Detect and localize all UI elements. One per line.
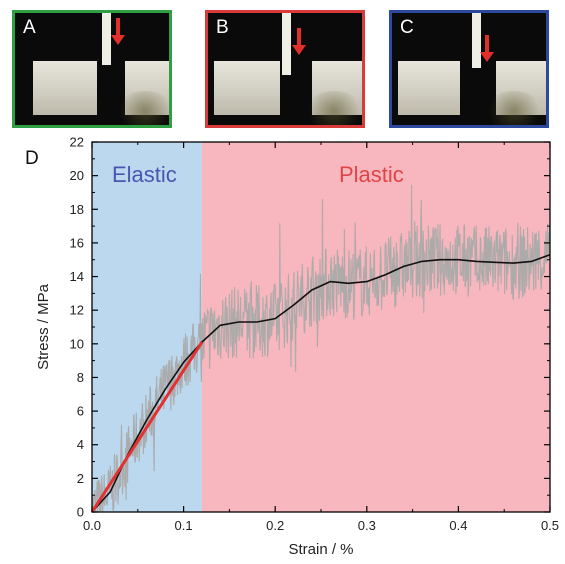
raw-data-line	[91, 184, 551, 513]
glow-spot	[484, 91, 544, 125]
arrow-head-icon	[292, 45, 306, 55]
y-tick-label: 12	[70, 303, 84, 318]
specimen-left-block	[33, 61, 97, 115]
arrow-icon	[297, 28, 301, 46]
glow-spot	[115, 91, 169, 125]
panel-letter: B	[216, 17, 229, 38]
region-label-elastic: Elastic	[112, 162, 177, 187]
x-tick-label: 0.2	[266, 518, 284, 533]
arrow-icon	[485, 35, 489, 53]
panel-letter: C	[400, 17, 414, 38]
y-tick-label: 10	[70, 336, 84, 351]
y-axis-label: Stress / MPa	[35, 283, 52, 370]
y-tick-label: 18	[70, 202, 84, 217]
y-tick-label: 20	[70, 168, 84, 183]
y-tick-label: 22	[70, 135, 84, 150]
specimen-left-block	[398, 61, 460, 115]
indenter-post	[102, 13, 111, 65]
indenter-post	[282, 13, 291, 75]
y-tick-label: 4	[77, 437, 84, 452]
panel-letter: A	[23, 17, 36, 38]
stress-strain-chart: Elastic Plastic 0.0 0.1 0.2 0.3 0.4 0.5 0 2 4 6 8 10 1…	[35, 135, 559, 559]
y-tick-label: 6	[77, 404, 84, 419]
x-tick-label: 0.4	[449, 518, 467, 533]
y-tick-label: 2	[77, 471, 84, 486]
region-label-plastic: Plastic	[339, 162, 404, 187]
x-axis-label: Strain / %	[288, 541, 353, 558]
photo-panel-a: A	[12, 10, 172, 128]
indenter-post	[472, 13, 481, 68]
smoothed-fit-line	[91, 253, 551, 513]
y-tick-label: 0	[77, 505, 84, 520]
specimen-left-block	[214, 61, 280, 115]
linear-fit-line	[90, 341, 204, 513]
x-tick-label: 0.3	[358, 518, 376, 533]
x-tick-label: 0.5	[541, 518, 559, 533]
y-tick-label: 16	[70, 235, 84, 250]
x-tick-label: 0.1	[175, 518, 193, 533]
region-elastic	[92, 142, 202, 512]
x-tick-label: 0.0	[83, 518, 101, 533]
chart-panel-letter: D	[25, 148, 39, 169]
y-tick-label: 14	[70, 269, 84, 284]
photo-panel-c: C	[389, 10, 549, 128]
y-tick-label: 8	[77, 370, 84, 385]
arrow-icon	[116, 18, 120, 36]
glow-spot	[304, 91, 362, 125]
photo-panel-b: B	[205, 10, 365, 128]
arrow-head-icon	[111, 35, 125, 45]
arrow-head-icon	[480, 52, 494, 62]
